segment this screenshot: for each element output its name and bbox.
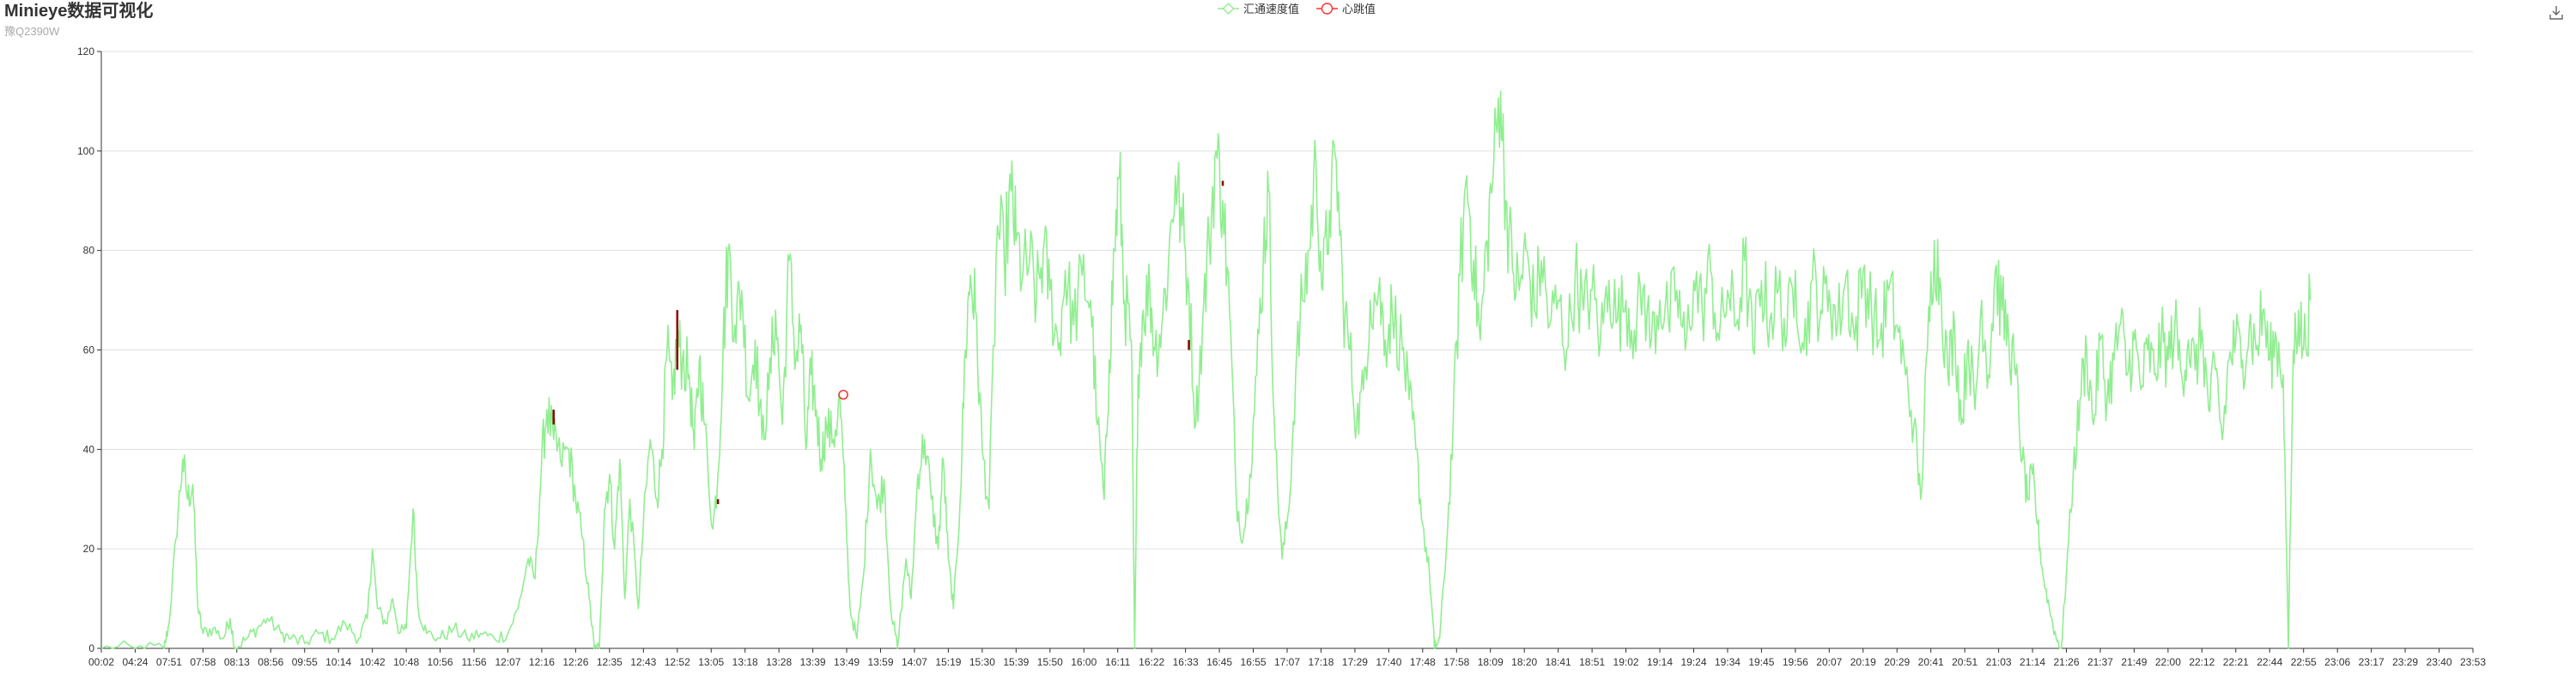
x-tick-label: 17:18 <box>1308 656 1334 668</box>
legend-label: 汇通速度值 <box>1243 3 1299 15</box>
x-tick-label: 22:12 <box>2189 656 2215 668</box>
x-tick-label: 21:26 <box>2053 656 2079 668</box>
y-axis: 0 20 40 60 80 100 120 <box>77 46 102 654</box>
x-axis: 00:02 04:24 07:51 07:58 08:13 08:56 09:55 10:14… <box>88 647 2486 668</box>
x-tick-label: 20:41 <box>1918 656 1944 668</box>
x-tick-label: 12:43 <box>630 656 656 668</box>
y-tick-label: 120 <box>77 46 94 58</box>
x-tick-label: 20:07 <box>1816 656 1842 668</box>
x-tick-label: 18:09 <box>1478 656 1504 668</box>
x-tick-label: 13:18 <box>732 656 758 668</box>
x-tick-label: 12:26 <box>562 656 588 668</box>
x-tick-label: 20:29 <box>1884 656 1910 668</box>
x-tick-label: 13:39 <box>800 656 826 668</box>
x-tick-label: 16:00 <box>1071 656 1097 668</box>
x-tick-label: 18:41 <box>1546 656 1571 668</box>
x-tick-label: 19:45 <box>1748 656 1774 668</box>
y-tick-label: 100 <box>77 145 94 157</box>
x-tick-label: 15:39 <box>1003 656 1029 668</box>
x-tick-label: 18:20 <box>1511 656 1537 668</box>
x-tick-label: 22:55 <box>2291 656 2317 668</box>
x-tick-label: 19:56 <box>1783 656 1808 668</box>
series-layer <box>100 90 2312 649</box>
x-tick-label: 10:14 <box>325 656 351 668</box>
x-tick-label: 22:44 <box>2257 656 2282 668</box>
x-tick-label: 10:48 <box>393 656 419 668</box>
x-tick-label: 19:34 <box>1715 656 1741 668</box>
legend-label: 心跳值 <box>1342 3 1376 15</box>
heartbeat-marker[interactable] <box>838 389 848 400</box>
x-tick-label: 12:07 <box>495 656 520 668</box>
x-tick-label: 16:11 <box>1105 656 1130 668</box>
x-tick-label: 16:22 <box>1139 656 1164 668</box>
download-icon[interactable] <box>2547 3 2566 22</box>
x-tick-label: 19:24 <box>1680 656 1706 668</box>
x-tick-label: 20:19 <box>1850 656 1876 668</box>
legend-circle-icon <box>1321 3 1334 15</box>
y-tick-label: 60 <box>83 344 95 356</box>
x-tick-label: 13:28 <box>766 656 792 668</box>
legend-item-speed[interactable]: 汇通速度值 <box>1218 3 1299 15</box>
x-tick-label: 10:42 <box>360 656 386 668</box>
x-tick-label: 19:14 <box>1647 656 1673 668</box>
chart-title: Minieye数据可视化 <box>4 2 154 21</box>
x-tick-label: 19:02 <box>1613 656 1639 668</box>
x-tick-label: 16:33 <box>1173 656 1199 668</box>
x-tick-label: 16:45 <box>1206 656 1232 668</box>
x-tick-label: 23:17 <box>2359 656 2385 668</box>
x-tick-label: 12:52 <box>665 656 690 668</box>
x-tick-label: 15:50 <box>1037 656 1063 668</box>
x-tick-label: 07:51 <box>156 656 182 668</box>
x-tick-label: 23:40 <box>2427 656 2452 668</box>
x-tick-label: 15:19 <box>935 656 961 668</box>
x-tick-label: 17:48 <box>1410 656 1436 668</box>
x-tick-label: 12:16 <box>529 656 555 668</box>
x-tick-label: 22:00 <box>2155 656 2181 668</box>
x-tick-label: 13:49 <box>834 656 860 668</box>
y-tick-label: 40 <box>83 443 95 455</box>
x-tick-label: 10:56 <box>428 656 453 668</box>
x-tick-label: 21:14 <box>2020 656 2045 668</box>
x-tick-label: 18:51 <box>1579 656 1605 668</box>
x-tick-label: 15:30 <box>969 656 995 668</box>
series-line-speed <box>100 90 2312 649</box>
y-tick-label: 0 <box>88 642 94 654</box>
x-tick-label: 08:56 <box>258 656 283 668</box>
x-tick-label: 00:02 <box>88 656 114 668</box>
download-tray <box>2549 15 2563 20</box>
grid-lines <box>101 51 2473 550</box>
x-tick-label: 20:51 <box>1952 656 1978 668</box>
x-tick-label: 17:07 <box>1274 656 1300 668</box>
legend: 汇通速度值 心跳值 <box>1218 3 1376 15</box>
legend-diamond-icon <box>1222 3 1235 15</box>
x-tick-label: 13:59 <box>867 656 893 668</box>
x-tick-label: 16:55 <box>1241 656 1267 668</box>
x-tick-label: 21:49 <box>2121 656 2147 668</box>
x-tick-label: 14:07 <box>902 656 927 668</box>
x-tick-label: 17:29 <box>1342 656 1368 668</box>
x-tick-label: 21:37 <box>2087 656 2113 668</box>
y-tick-label: 80 <box>83 245 95 257</box>
x-tick-label: 23:06 <box>2324 656 2350 668</box>
x-tick-label: 04:24 <box>122 656 148 668</box>
download-arrow <box>2552 6 2561 15</box>
x-tick-label: 09:55 <box>292 656 318 668</box>
x-tick-label: 11:56 <box>461 656 486 668</box>
y-tick-label: 20 <box>83 543 95 555</box>
x-tick-label: 13:05 <box>698 656 724 668</box>
x-tick-label: 21:03 <box>1986 656 2012 668</box>
x-tick-label: 23:29 <box>2392 656 2418 668</box>
x-tick-label: 08:13 <box>224 656 250 668</box>
x-tick-label: 17:40 <box>1376 656 1401 668</box>
x-tick-label: 22:21 <box>2223 656 2249 668</box>
x-tick-label: 23:53 <box>2460 656 2486 668</box>
chart-subtitle: 豫Q2390W <box>4 25 60 38</box>
legend-item-heartbeat[interactable]: 心跳值 <box>1316 3 1376 15</box>
x-tick-label: 07:58 <box>190 656 216 668</box>
x-tick-label: 17:58 <box>1443 656 1469 668</box>
x-tick-label: 12:35 <box>597 656 623 668</box>
